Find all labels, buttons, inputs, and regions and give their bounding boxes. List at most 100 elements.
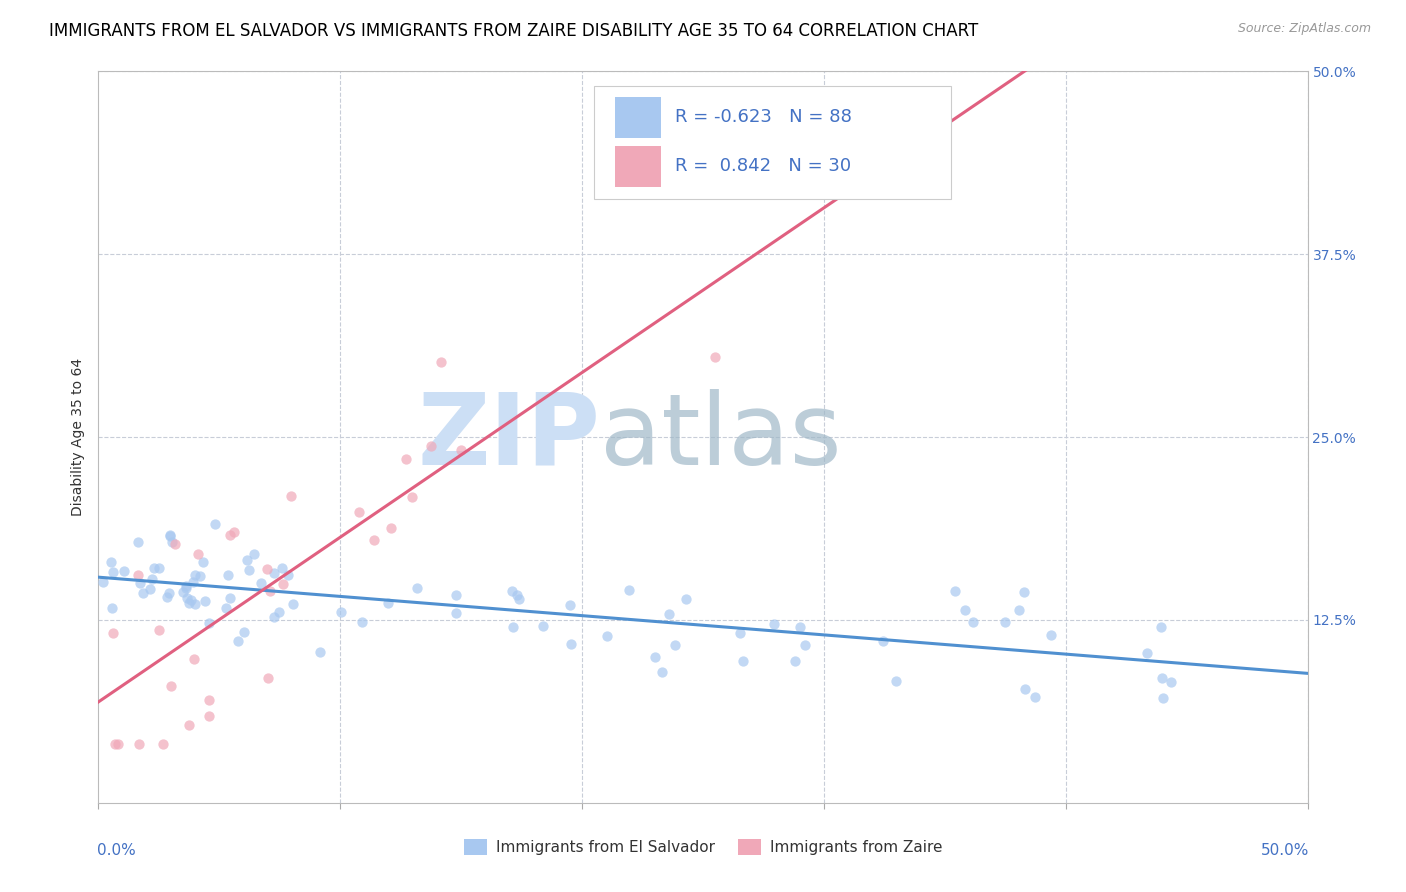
Point xyxy=(228,633,250,648)
Text: 50.0%: 50.0% xyxy=(1260,843,1309,858)
Point xyxy=(180,592,202,607)
Point xyxy=(501,583,523,598)
Point xyxy=(763,616,786,631)
Point xyxy=(675,592,697,607)
Point xyxy=(163,536,186,550)
Point xyxy=(91,575,114,590)
Point xyxy=(217,568,239,582)
Point xyxy=(184,568,207,582)
Point xyxy=(789,620,811,634)
Point xyxy=(132,586,155,600)
Point xyxy=(184,597,207,611)
Point xyxy=(128,737,150,751)
Point xyxy=(309,644,332,658)
Point xyxy=(267,605,290,619)
FancyBboxPatch shape xyxy=(614,97,661,137)
Point xyxy=(884,673,907,688)
Point xyxy=(281,597,304,611)
Point xyxy=(728,626,751,640)
Point xyxy=(256,672,278,686)
Point xyxy=(953,602,976,616)
Point xyxy=(664,638,686,652)
Point xyxy=(156,591,179,605)
Point xyxy=(263,610,285,624)
Point xyxy=(249,576,271,591)
Point xyxy=(596,629,619,643)
Point xyxy=(139,582,162,597)
Point xyxy=(198,709,221,723)
Point xyxy=(531,619,554,633)
Point xyxy=(160,534,183,549)
Point xyxy=(187,548,209,562)
Point xyxy=(943,584,966,599)
Text: ZIP: ZIP xyxy=(418,389,600,485)
Point xyxy=(1152,672,1174,686)
Point xyxy=(704,350,727,364)
Point xyxy=(733,654,755,668)
Point xyxy=(148,561,170,575)
Point xyxy=(232,624,254,639)
Point xyxy=(395,451,418,466)
Point xyxy=(127,567,149,582)
Point xyxy=(430,355,453,369)
Point xyxy=(191,555,214,569)
FancyBboxPatch shape xyxy=(614,146,661,186)
Point xyxy=(420,439,443,453)
Point xyxy=(558,598,581,612)
Point xyxy=(651,665,673,679)
Point xyxy=(330,605,353,619)
Point xyxy=(1014,682,1036,697)
Point xyxy=(243,547,266,561)
Point xyxy=(259,583,281,598)
Point xyxy=(783,654,806,668)
Point xyxy=(1024,690,1046,705)
Point xyxy=(103,565,125,579)
Point xyxy=(363,533,385,548)
Point xyxy=(152,737,174,751)
Point xyxy=(872,633,894,648)
Point xyxy=(1014,585,1036,599)
Text: R =  0.842   N = 30: R = 0.842 N = 30 xyxy=(675,158,851,176)
Point xyxy=(377,596,399,610)
Point xyxy=(658,607,681,622)
Point xyxy=(263,566,285,581)
Point xyxy=(107,737,129,751)
Point xyxy=(127,535,149,549)
Point xyxy=(176,591,198,605)
Point xyxy=(218,528,240,542)
Point xyxy=(444,588,467,602)
Point xyxy=(271,561,294,575)
Point xyxy=(104,737,127,751)
Point xyxy=(236,553,259,567)
Point xyxy=(100,555,122,569)
Point xyxy=(148,623,170,637)
Y-axis label: Disability Age 35 to 64: Disability Age 35 to 64 xyxy=(72,358,86,516)
Point xyxy=(112,564,135,578)
Point xyxy=(183,652,205,666)
Point xyxy=(644,650,666,665)
Point xyxy=(502,620,524,634)
Point xyxy=(280,489,302,503)
Legend: Immigrants from El Salvador, Immigrants from Zaire: Immigrants from El Salvador, Immigrants … xyxy=(457,833,949,861)
Point xyxy=(101,600,124,615)
Point xyxy=(214,600,236,615)
Point xyxy=(1152,690,1174,705)
Point xyxy=(256,562,278,576)
Point xyxy=(444,607,467,621)
Point xyxy=(188,569,211,583)
Point xyxy=(177,596,200,610)
Point xyxy=(350,615,373,629)
Point xyxy=(172,584,194,599)
Point xyxy=(193,594,215,608)
Point xyxy=(1136,646,1159,660)
Point xyxy=(619,582,641,597)
Point xyxy=(222,525,245,540)
Point xyxy=(508,592,530,607)
Point xyxy=(101,625,124,640)
Text: 0.0%: 0.0% xyxy=(97,843,136,858)
FancyBboxPatch shape xyxy=(595,86,950,200)
Point xyxy=(401,490,423,504)
Point xyxy=(1160,674,1182,689)
Point xyxy=(277,567,299,582)
Point xyxy=(347,505,370,519)
